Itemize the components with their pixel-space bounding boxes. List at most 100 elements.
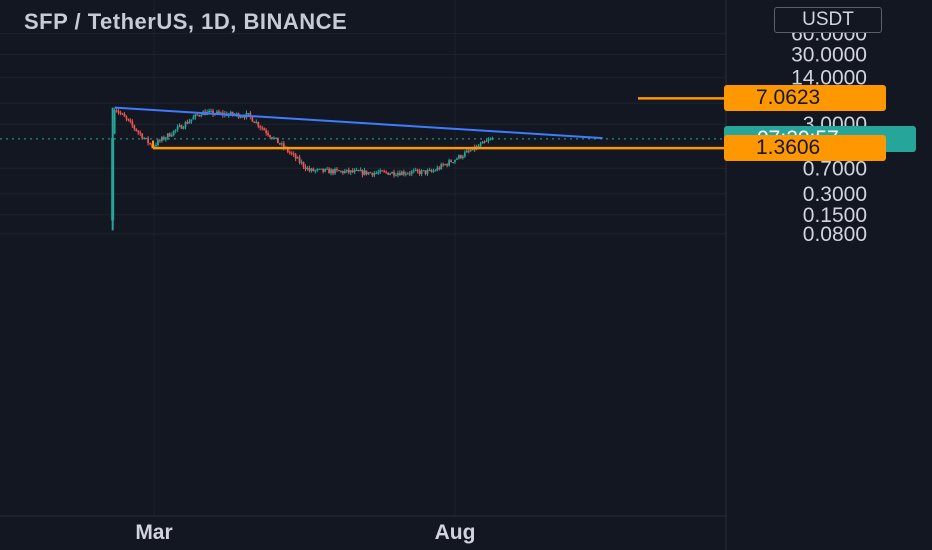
candle <box>420 170 423 175</box>
candle <box>139 132 142 134</box>
candle <box>422 170 425 172</box>
candle <box>332 169 334 174</box>
chart-grid <box>0 0 726 516</box>
candle <box>290 152 293 154</box>
candle <box>172 130 175 136</box>
candle <box>312 168 315 172</box>
candle <box>261 127 264 129</box>
candle <box>446 164 449 166</box>
candle <box>349 170 352 173</box>
candle <box>412 170 415 172</box>
candle <box>255 122 258 124</box>
candle <box>166 133 169 138</box>
candle <box>347 169 350 173</box>
candle <box>375 172 378 174</box>
candle <box>351 170 354 173</box>
candle <box>168 133 171 137</box>
candle <box>450 160 452 163</box>
candle <box>320 168 323 170</box>
candle <box>355 170 358 172</box>
candle <box>469 150 472 152</box>
candle <box>452 162 454 164</box>
candle <box>251 116 254 122</box>
time-axis[interactable]: Mar Aug <box>135 521 475 544</box>
candle <box>418 171 421 175</box>
candle <box>200 115 203 117</box>
price-tick-label: 0.1500 <box>803 204 867 227</box>
candle <box>279 143 281 145</box>
candle <box>487 139 490 142</box>
candle <box>229 112 232 115</box>
candle <box>219 112 222 114</box>
candle <box>363 170 366 175</box>
candle <box>400 171 403 176</box>
candle <box>269 135 271 138</box>
candle <box>188 121 191 124</box>
candle <box>263 128 266 131</box>
candle <box>381 170 384 172</box>
candle <box>243 116 246 118</box>
currency-selector[interactable]: USDT <box>774 7 882 33</box>
candle <box>162 137 165 140</box>
candle <box>294 154 297 159</box>
candle <box>147 137 149 144</box>
candle <box>367 172 370 175</box>
candle <box>296 157 299 159</box>
candle <box>235 113 238 115</box>
candle <box>326 168 329 170</box>
candle <box>273 137 275 139</box>
candle <box>391 171 393 174</box>
chart-drawings[interactable] <box>0 97 726 150</box>
candle <box>456 158 458 160</box>
candle <box>257 122 260 127</box>
candle <box>377 172 380 174</box>
candle <box>174 129 177 131</box>
candle <box>408 173 411 175</box>
candle <box>330 169 332 174</box>
candle <box>402 171 405 175</box>
candle <box>298 157 301 163</box>
candle <box>339 171 342 173</box>
price-label-target: 7.0623 <box>724 85 886 112</box>
candle <box>467 150 470 152</box>
candle <box>247 113 250 115</box>
candle <box>288 151 291 153</box>
candle <box>448 160 450 166</box>
candle <box>275 137 277 139</box>
price-tick-label: 14.0000 <box>791 67 867 90</box>
candle <box>119 112 122 114</box>
candle <box>123 114 126 117</box>
candle <box>373 173 376 176</box>
candle <box>267 132 270 136</box>
candle <box>460 155 462 159</box>
candle <box>159 140 161 142</box>
candle <box>131 121 134 126</box>
candle <box>164 137 167 140</box>
candle <box>414 169 417 171</box>
candle <box>436 167 439 171</box>
candle <box>341 171 344 174</box>
price-tick-label: 0.3000 <box>803 183 867 206</box>
candle <box>316 169 319 171</box>
candle <box>438 167 441 170</box>
candle <box>306 168 309 170</box>
candle <box>343 171 346 174</box>
candle <box>208 111 210 113</box>
candle <box>324 168 327 172</box>
candle <box>489 138 492 140</box>
candle <box>280 143 283 145</box>
candle <box>231 112 234 115</box>
candle <box>387 172 390 175</box>
candle <box>310 168 313 171</box>
trendline[interactable] <box>114 106 603 140</box>
candle <box>141 133 144 139</box>
candle <box>393 171 395 176</box>
candle <box>194 114 197 118</box>
candle <box>483 141 486 143</box>
candle <box>182 127 185 129</box>
candle <box>282 143 285 148</box>
candle <box>345 169 348 172</box>
candle <box>410 171 413 174</box>
candle <box>353 170 356 173</box>
